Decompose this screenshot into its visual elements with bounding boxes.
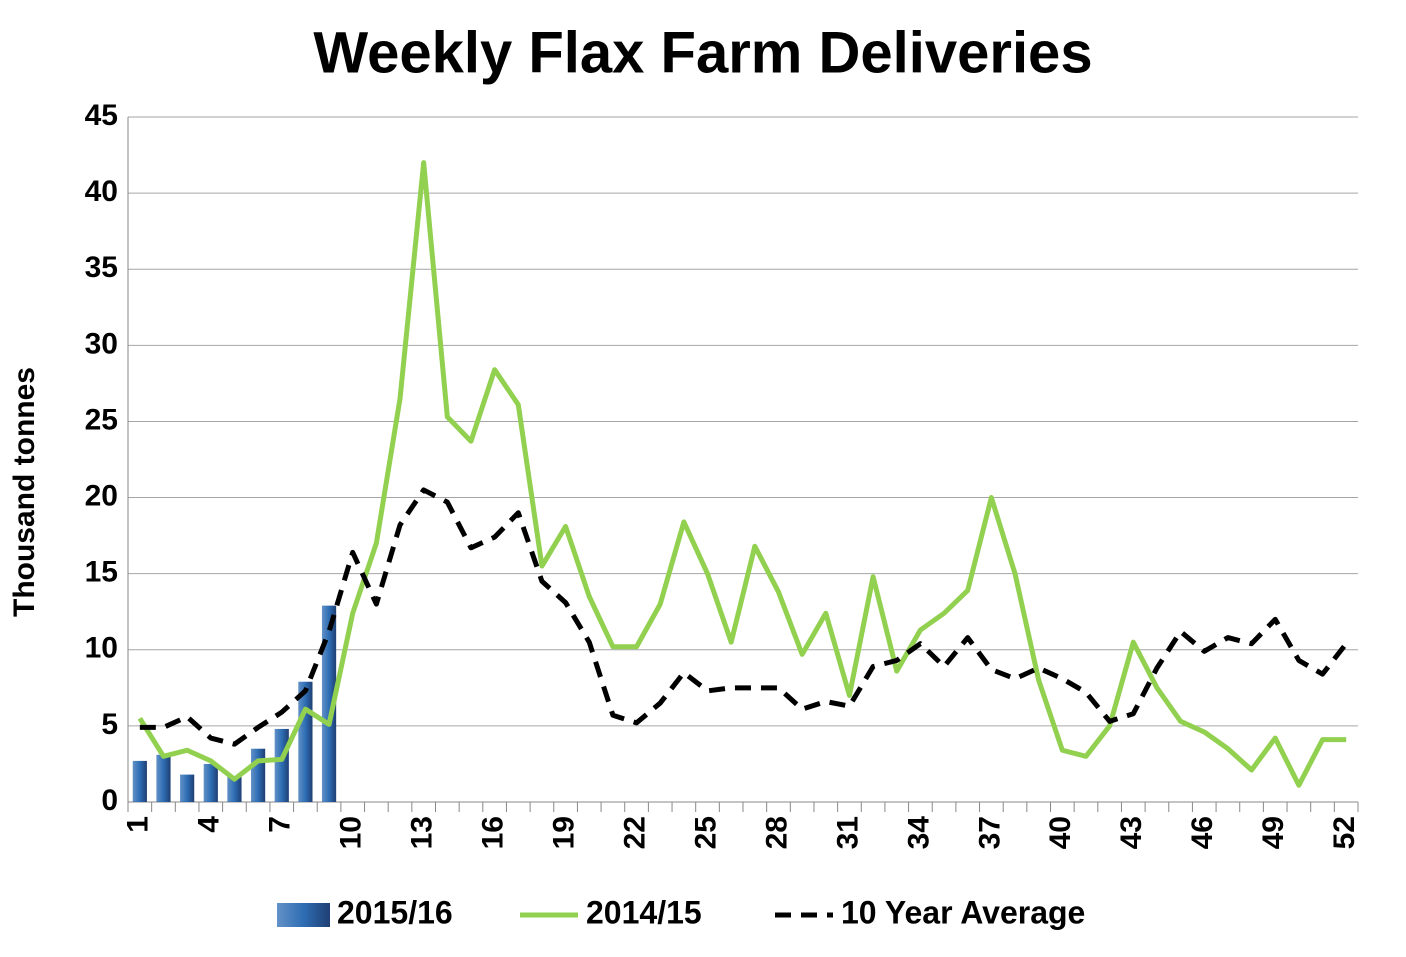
x-tick-label: 10 xyxy=(335,816,368,849)
legend-swatch xyxy=(277,903,330,927)
y-axis-label: Thousand tonnes xyxy=(8,367,41,617)
y-tick-label: 30 xyxy=(85,327,118,360)
x-tick-label: 13 xyxy=(406,816,439,849)
x-tick-label: 22 xyxy=(618,816,651,849)
bar xyxy=(298,681,313,802)
bar xyxy=(251,748,266,802)
y-tick-label: 45 xyxy=(85,99,118,132)
x-tick-label: 16 xyxy=(477,816,510,849)
y-tick-label: 15 xyxy=(85,556,118,589)
x-tick-label: 43 xyxy=(1115,816,1148,849)
y-tick-label: 0 xyxy=(101,784,118,817)
y-tick-label: 5 xyxy=(101,708,118,741)
y-tick-label: 40 xyxy=(85,175,118,208)
y-tick-label: 10 xyxy=(85,632,118,665)
y-tick-label: 35 xyxy=(85,251,118,284)
y-tick-label: 25 xyxy=(85,403,118,436)
bar xyxy=(227,776,242,802)
line-series xyxy=(139,487,1349,747)
x-tick-label: 46 xyxy=(1186,816,1219,849)
bar xyxy=(321,605,337,802)
y-tick-label: 20 xyxy=(85,479,118,512)
x-tick-label: 25 xyxy=(689,816,722,849)
x-tick-label: 31 xyxy=(831,816,864,849)
legend-label: 10 Year Average xyxy=(841,894,1085,930)
x-tick-label: 7 xyxy=(264,816,297,833)
chart-title: Weekly Flax Farm Deliveries xyxy=(313,20,1092,85)
legend-label: 2014/15 xyxy=(586,894,702,930)
line-series xyxy=(137,160,1347,788)
x-tick-label: 52 xyxy=(1328,816,1361,849)
bar xyxy=(274,728,289,802)
x-tick-label: 37 xyxy=(973,816,1006,849)
x-tick-label: 4 xyxy=(193,816,226,833)
x-tick-label: 40 xyxy=(1044,816,1077,849)
legend-label: 2015/16 xyxy=(337,894,453,930)
x-tick-label: 19 xyxy=(548,816,581,849)
x-tick-label: 49 xyxy=(1257,816,1290,849)
x-tick-label: 1 xyxy=(122,816,155,833)
x-tick-label: 28 xyxy=(760,816,793,849)
bar xyxy=(203,763,218,802)
bar xyxy=(180,774,195,802)
x-tick-label: 34 xyxy=(902,816,935,850)
bar xyxy=(132,760,147,802)
bar xyxy=(156,754,171,802)
